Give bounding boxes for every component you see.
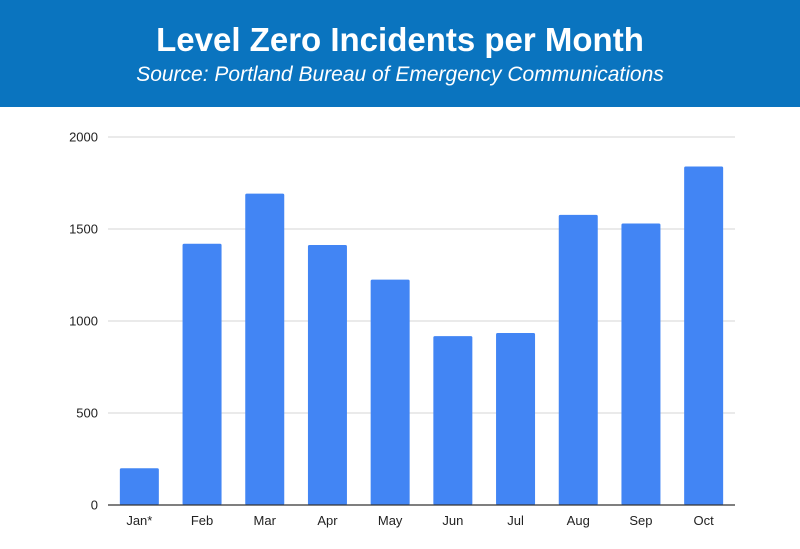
bar-jun	[433, 336, 473, 505]
bar-oct	[684, 166, 724, 505]
y-tick-label: 0	[91, 498, 98, 513]
axis-layer: 0 500 1000 1500 2000 Jan* Feb Mar Apr May Jun Jul Au…	[69, 130, 735, 528]
bar-sep	[621, 223, 661, 505]
bar-mar	[245, 193, 285, 505]
x-tick-label: Apr	[317, 513, 338, 528]
x-tick-label: Aug	[567, 513, 590, 528]
bars-layer	[119, 166, 724, 505]
x-tick-label: Jul	[507, 513, 524, 528]
bar-chart: 0 500 1000 1500 2000 Jan* Feb Mar Apr May Jun Jul Au…	[69, 130, 735, 528]
x-tick-label: Jan*	[126, 513, 152, 528]
x-tick-label: Feb	[191, 513, 213, 528]
x-tick-label: Jun	[442, 513, 463, 528]
bar-jan	[119, 468, 159, 505]
chart-subtitle: Source: Portland Bureau of Emergency Com…	[136, 63, 664, 86]
y-tick-label: 2000	[69, 130, 98, 145]
chart-title: Level Zero Incidents per Month	[156, 21, 644, 58]
bar-jul	[496, 332, 536, 505]
y-tick-label: 500	[76, 406, 98, 421]
bar-may	[370, 279, 410, 505]
bar-aug	[558, 214, 598, 505]
bar-feb	[182, 243, 222, 505]
x-tick-label: Mar	[254, 513, 277, 528]
y-tick-label: 1500	[69, 222, 98, 237]
chart-header: Level Zero Incidents per Month Source: P…	[0, 0, 800, 107]
x-tick-label: Sep	[629, 513, 652, 528]
bar-apr	[307, 245, 347, 505]
x-tick-label: May	[378, 513, 403, 528]
x-tick-label: Oct	[694, 513, 715, 528]
y-tick-label: 1000	[69, 314, 98, 329]
